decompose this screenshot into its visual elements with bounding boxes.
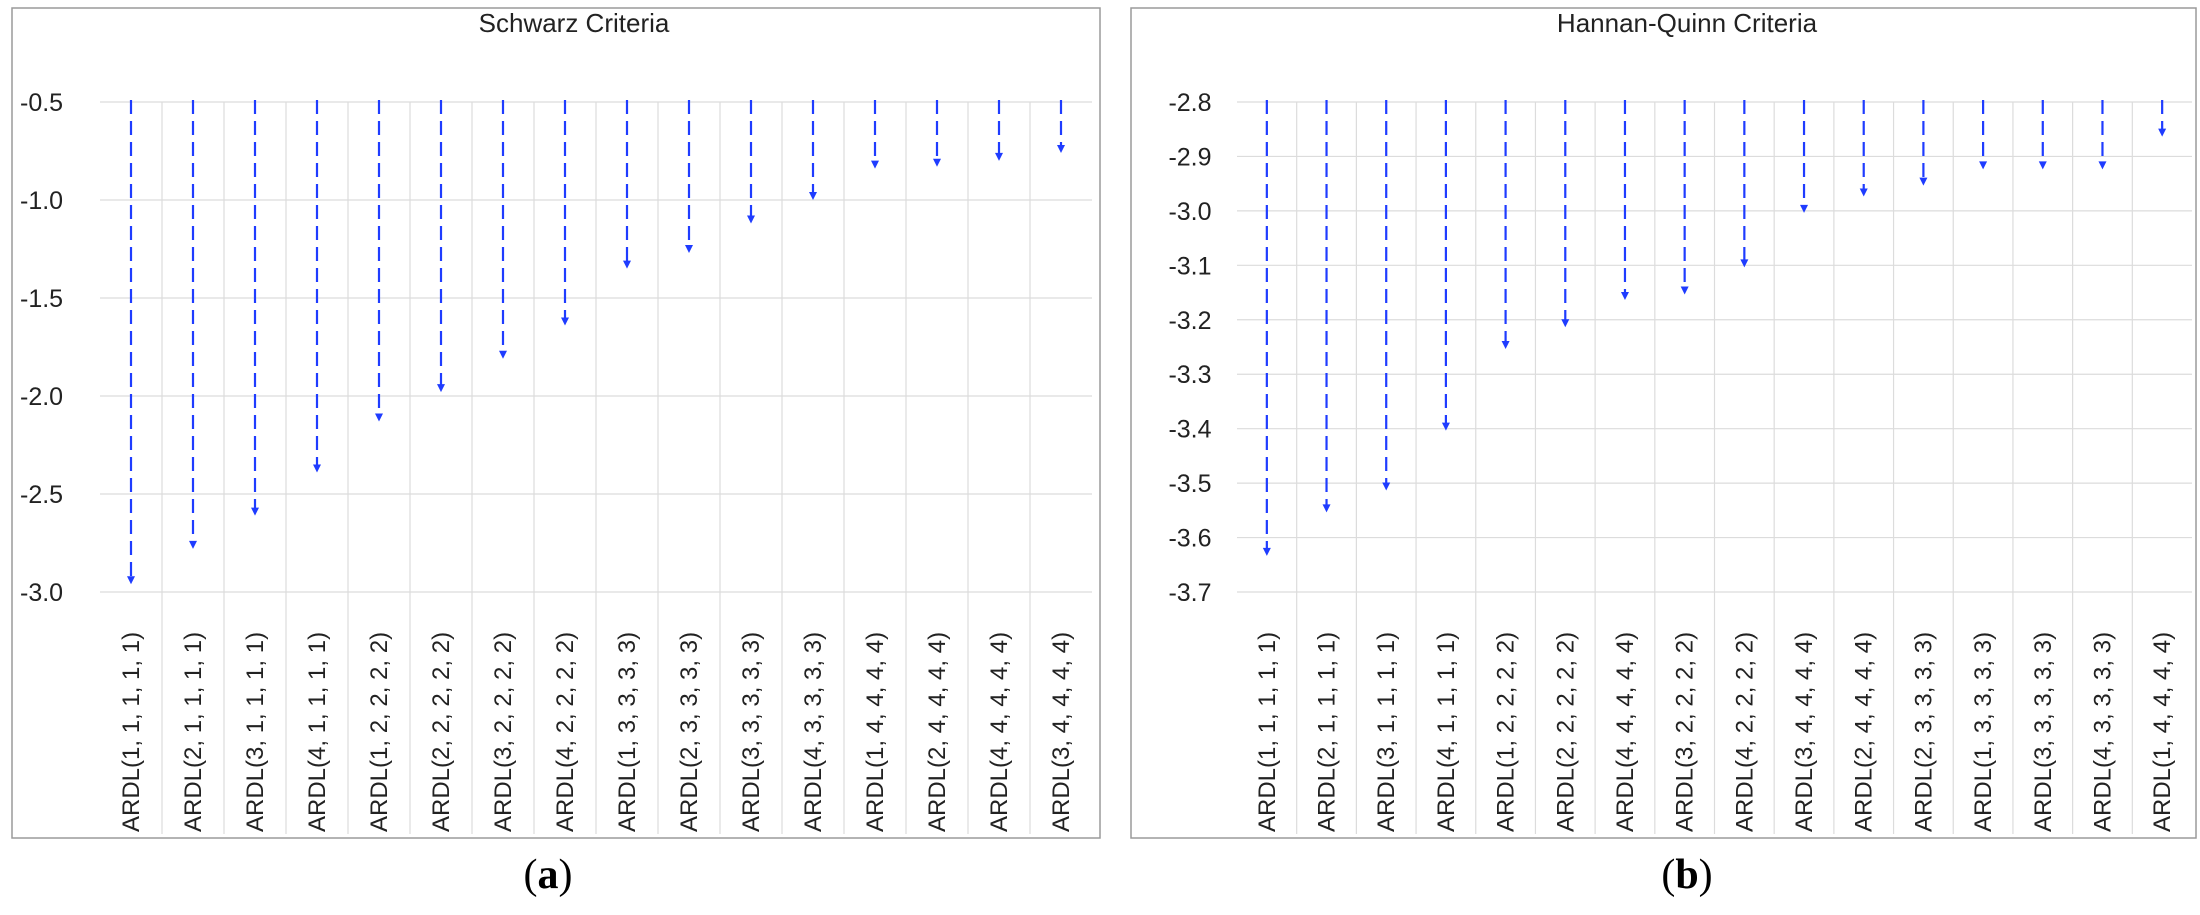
data-point-marker: [1800, 204, 1809, 213]
data-point-marker: [2158, 128, 2167, 137]
x-tick-label: ARDL(2, 3, 3, 3, 3): [1910, 632, 1937, 832]
x-tick-label: ARDL(3, 3, 3, 3, 3): [2030, 632, 2057, 832]
data-point-marker: [375, 413, 383, 422]
data-point-marker: [1501, 341, 1510, 349]
x-tick-label: ARDL(4, 4, 4, 4, 4): [1612, 632, 1639, 832]
data-point-marker: [189, 540, 197, 549]
x-tick-label: ARDL(1, 3, 3, 3, 3): [1970, 632, 1997, 832]
x-tick-label: ARDL(4, 3, 3, 3, 3): [800, 632, 827, 832]
chart-title: Schwarz Criteria: [479, 8, 670, 38]
panel-caption: (b): [1661, 852, 1712, 898]
data-point-marker: [623, 260, 631, 269]
y-tick-label: -2.9: [1168, 143, 1211, 171]
data-point-marker: [933, 158, 941, 167]
x-tick-label: ARDL(2, 1, 1, 1, 1): [1314, 632, 1341, 832]
panel-caption: (a): [524, 852, 573, 898]
x-tick-label: ARDL(3, 4, 4, 4, 4): [1048, 632, 1075, 832]
y-tick-label: -3.3: [1168, 361, 1211, 389]
x-tick-label: ARDL(1, 1, 1, 1, 1): [1254, 632, 1281, 832]
data-point-marker: [1057, 145, 1065, 153]
chart-title: Hannan-Quinn Criteria: [1557, 8, 1818, 38]
y-tick-label: -1.5: [20, 285, 63, 313]
y-tick-label: -3.7: [1168, 579, 1211, 607]
data-point-marker: [1979, 161, 1988, 170]
y-tick-label: -0.5: [20, 89, 63, 117]
data-point-marker: [809, 192, 817, 201]
x-tick-label: ARDL(3, 3, 3, 3, 3): [738, 632, 765, 832]
data-point-marker: [871, 160, 879, 169]
y-tick-label: -3.1: [1168, 252, 1211, 280]
x-tick-label: ARDL(4, 2, 2, 2, 2): [1731, 632, 1758, 832]
data-point-marker: [499, 350, 507, 359]
data-point-marker: [685, 244, 693, 253]
x-tick-label: ARDL(4, 4, 4, 4, 4): [986, 632, 1013, 832]
y-tick-label: -3.2: [1168, 307, 1211, 335]
y-tick-label: -3.0: [20, 579, 63, 607]
panel-frame: [1130, 7, 2197, 839]
y-tick-label: -2.0: [20, 383, 63, 411]
data-point-marker: [1262, 547, 1271, 556]
data-point-marker: [313, 464, 321, 473]
data-point-marker: [1680, 286, 1689, 295]
x-tick-label: ARDL(1, 2, 2, 2, 2): [1493, 632, 1520, 832]
data-point-marker: [127, 576, 135, 585]
data-point-marker: [1441, 422, 1450, 431]
y-tick-label: -1.0: [20, 187, 63, 215]
data-point-marker: [1382, 482, 1391, 491]
data-point-marker: [1859, 188, 1868, 197]
chart-panel-a: Schwarz Criteria -0.5 -1.0 -1.5 -2.0 -2.5 -3.0…: [11, 7, 1101, 898]
y-tick-label: -3.6: [1168, 525, 1211, 553]
x-tick-label: ARDL(3, 1, 1, 1, 1): [1373, 632, 1400, 832]
data-point-marker: [251, 507, 259, 516]
x-tick-label: ARDL(2, 4, 4, 4, 4): [924, 632, 951, 832]
data-point-marker: [1322, 504, 1331, 513]
x-tick-label: ARDL(2, 2, 2, 2, 2): [428, 632, 455, 832]
y-tick-label: -2.8: [1168, 89, 1211, 117]
data-point-marker: [561, 317, 569, 326]
x-tick-label: ARDL(2, 1, 1, 1, 1): [180, 632, 207, 832]
data-point-marker: [1620, 292, 1629, 300]
y-tick-label: -3.0: [1168, 198, 1211, 226]
y-tick-label: -3.5: [1168, 470, 1211, 498]
chart-panel-b: Hannan-Quinn Criteria -2.8 -2.9 -3.0 -3.1 -3.…: [1130, 7, 2197, 898]
x-tick-label: ARDL(1, 1, 1, 1, 1): [118, 632, 145, 832]
x-tick-label: ARDL(3, 2, 2, 2, 2): [1672, 632, 1699, 832]
x-tick-label: ARDL(3, 1, 1, 1, 1): [242, 632, 269, 832]
data-point-marker: [747, 215, 755, 224]
y-tick-label: -3.4: [1168, 416, 1211, 444]
x-tick-label: ARDL(3, 4, 4, 4, 4): [1791, 632, 1818, 832]
x-tick-label: ARDL(3, 2, 2, 2, 2): [490, 632, 517, 832]
data-point-marker: [1561, 319, 1570, 328]
x-tick-label: ARDL(4, 1, 1, 1, 1): [1433, 632, 1460, 832]
x-tick-label: ARDL(1, 3, 3, 3, 3): [614, 632, 641, 832]
x-tick-label: ARDL(1, 4, 4, 4, 4): [2149, 632, 2176, 832]
data-point-marker: [1919, 177, 1928, 186]
x-tick-label: ARDL(4, 3, 3, 3, 3): [2089, 632, 2116, 832]
x-tick-label: ARDL(4, 2, 2, 2, 2): [552, 632, 579, 832]
x-tick-label: ARDL(2, 3, 3, 3, 3): [676, 632, 703, 832]
y-tick-label: -2.5: [20, 481, 63, 509]
x-tick-label: ARDL(2, 4, 4, 4, 4): [1851, 632, 1878, 832]
x-tick-label: ARDL(1, 4, 4, 4, 4): [862, 632, 889, 832]
data-point-marker: [2038, 161, 2047, 170]
data-point-marker: [437, 384, 445, 393]
x-tick-label: ARDL(1, 2, 2, 2, 2): [366, 632, 393, 832]
x-tick-label: ARDL(4, 1, 1, 1, 1): [304, 632, 331, 832]
x-tick-label: ARDL(2, 2, 2, 2, 2): [1552, 632, 1579, 832]
data-point-marker: [1740, 259, 1749, 268]
data-point-marker: [2098, 161, 2107, 170]
data-point-marker: [995, 152, 1003, 161]
